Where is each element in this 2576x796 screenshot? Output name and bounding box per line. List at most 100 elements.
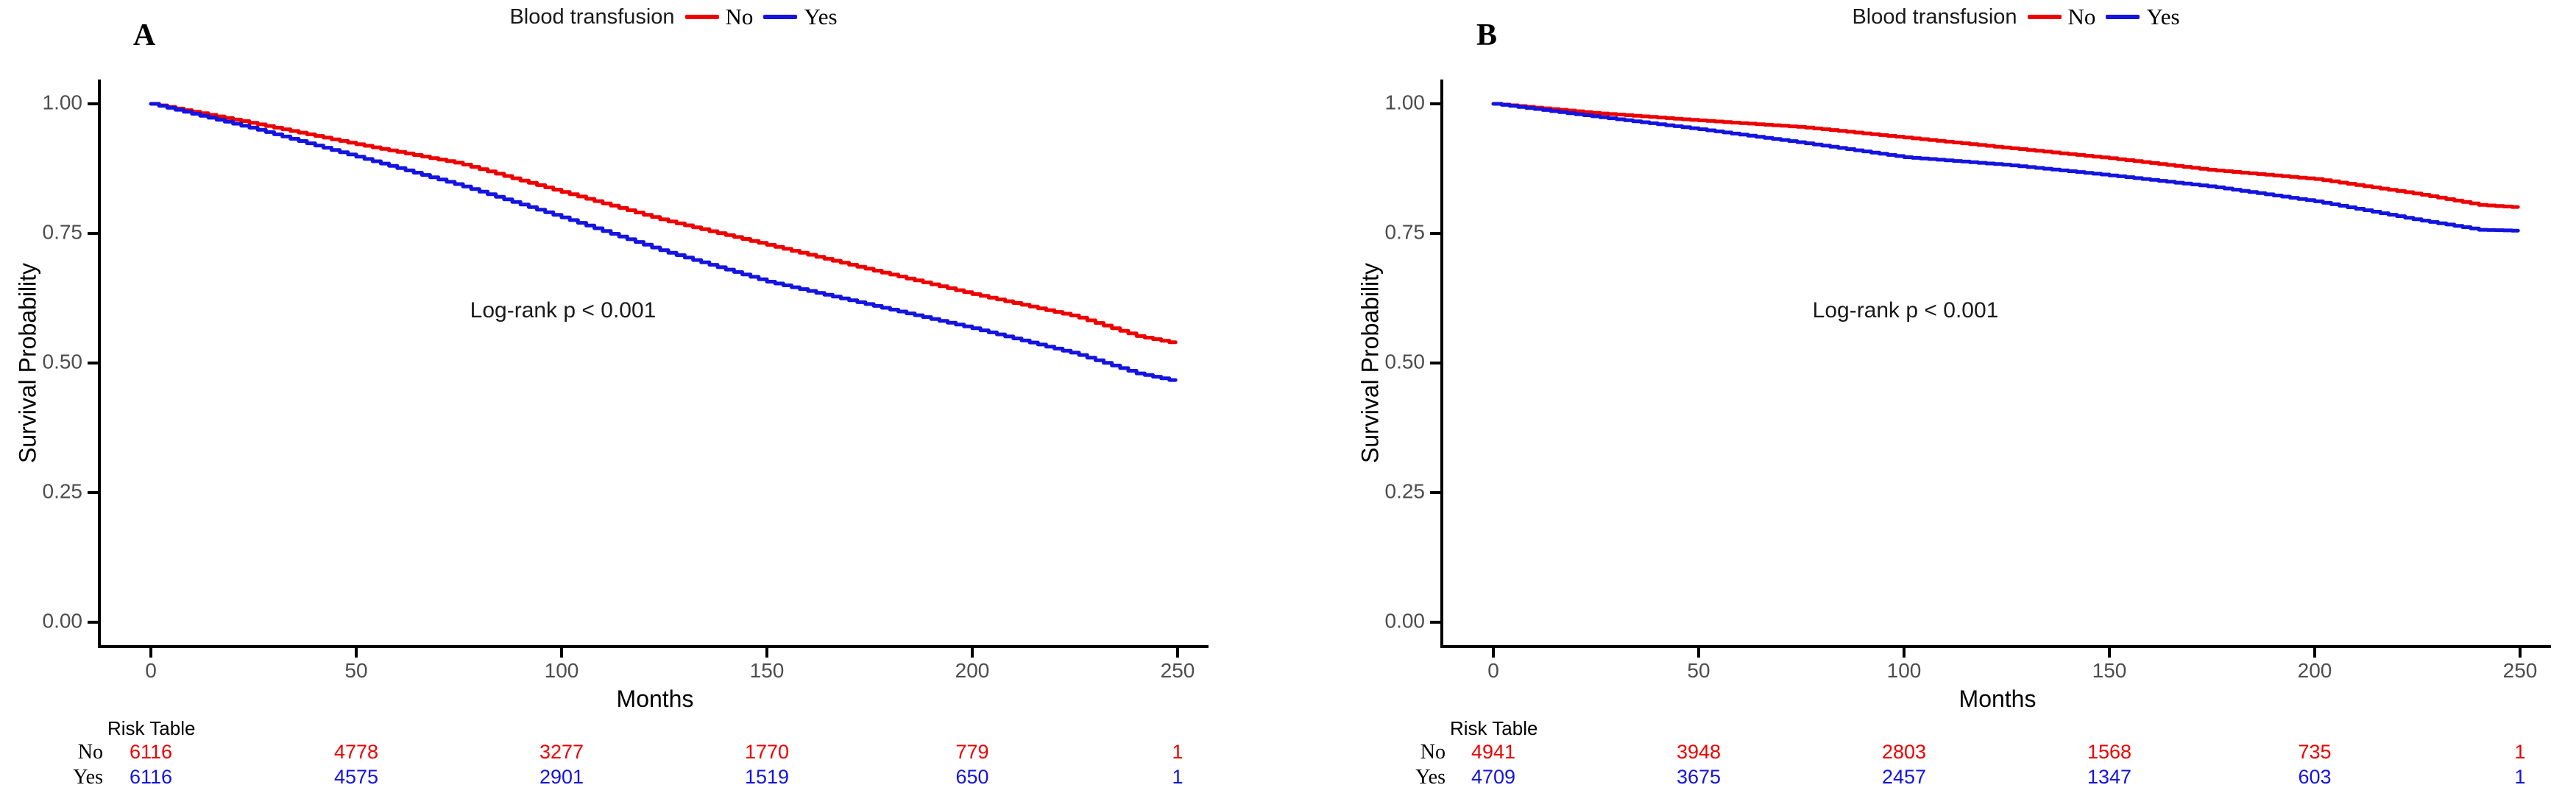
legend-item-yes: Yes bbox=[2106, 4, 2180, 30]
y-tick-label: 0.50 bbox=[42, 350, 83, 373]
y-tick-mark bbox=[1430, 232, 1441, 235]
x-tick-mark bbox=[765, 648, 768, 658]
x-tick-mark bbox=[1697, 648, 1700, 658]
risk-count: 1770 bbox=[744, 741, 790, 763]
legend-title: Blood transfusion bbox=[1852, 4, 2017, 29]
panel-letter: A bbox=[132, 18, 156, 52]
legend-label-no: No bbox=[2067, 4, 2096, 29]
x-axis-line bbox=[98, 645, 1209, 648]
y-tick-label: 0.00 bbox=[1384, 609, 1426, 633]
y-tick-mark bbox=[88, 362, 99, 364]
y-tick-label: 0.75 bbox=[42, 220, 83, 244]
x-tick-label: 200 bbox=[955, 659, 990, 682]
risk-table-title: Risk Table bbox=[1450, 717, 1538, 739]
risk-row-counts: 4941 3948 2803 1568 735 1 bbox=[1342, 741, 2576, 766]
x-tick-mark bbox=[149, 648, 152, 658]
y-tick-label: 0.50 bbox=[1384, 350, 1426, 373]
km-curve-yes bbox=[1491, 102, 2520, 233]
x-tick-label: 100 bbox=[1886, 659, 1922, 682]
risk-row-label: Yes bbox=[73, 766, 103, 789]
x-tick-mark bbox=[1903, 648, 1906, 658]
x-tick-label: 150 bbox=[2092, 659, 2127, 682]
risk-count: 2457 bbox=[1881, 766, 1927, 788]
risk-count: 4709 bbox=[1471, 766, 1516, 788]
x-tick-label: 50 bbox=[344, 659, 368, 682]
risk-row-label: No bbox=[1420, 741, 1446, 764]
x-tick-label: 50 bbox=[1687, 659, 1710, 682]
km-curve-no bbox=[1491, 102, 2520, 209]
panel-letter: B bbox=[1476, 18, 1497, 52]
risk-count: 1519 bbox=[744, 766, 790, 788]
panel-a: Blood transfusion No Yes A 1.00 0.75 0.50 0… bbox=[0, 4, 1251, 791]
km-curve-no bbox=[149, 102, 1178, 345]
y-tick-mark bbox=[1430, 621, 1441, 624]
risk-row-label: No bbox=[77, 741, 103, 764]
legend-key-no-line bbox=[684, 15, 719, 19]
legend: Blood transfusion No Yes bbox=[1446, 3, 2576, 31]
risk-count: 1 bbox=[1172, 766, 1183, 788]
risk-row-label: Yes bbox=[1415, 766, 1446, 789]
legend-item-no: No bbox=[684, 4, 753, 30]
y-tick-mark bbox=[88, 621, 99, 624]
risk-table-row-yes: Yes 4709 3675 2457 1347 603 1 bbox=[1342, 766, 2576, 791]
x-tick-label: 200 bbox=[2297, 659, 2332, 682]
legend-key-yes-line bbox=[2106, 15, 2140, 19]
y-tick-mark bbox=[88, 491, 99, 494]
x-tick-mark bbox=[1492, 648, 1495, 658]
risk-count: 735 bbox=[2298, 741, 2332, 763]
km-curves-plot bbox=[1491, 102, 2520, 233]
y-tick-label: 1.00 bbox=[1384, 91, 1426, 114]
y-tick-mark bbox=[1430, 491, 1441, 494]
x-axis-line bbox=[1440, 645, 2551, 648]
y-tick-mark bbox=[1430, 362, 1441, 364]
x-tick-label: 250 bbox=[2502, 659, 2538, 682]
x-tick-mark bbox=[355, 648, 358, 658]
risk-count: 1 bbox=[2514, 766, 2526, 788]
risk-count: 4778 bbox=[333, 741, 379, 763]
risk-table-title: Risk Table bbox=[107, 717, 196, 739]
risk-count: 3675 bbox=[1676, 766, 1722, 788]
risk-count: 650 bbox=[955, 766, 989, 788]
risk-count: 3948 bbox=[1676, 741, 1722, 763]
legend-key-no-line bbox=[2027, 15, 2062, 19]
x-tick-label: 0 bbox=[145, 659, 157, 682]
y-axis-line bbox=[98, 80, 101, 647]
x-tick-label: 0 bbox=[1487, 659, 1499, 682]
legend-key-yes-line bbox=[763, 15, 798, 19]
risk-count: 2803 bbox=[1881, 741, 1927, 763]
legend-item-no: No bbox=[2027, 4, 2096, 30]
risk-count: 1 bbox=[2514, 741, 2526, 763]
legend-label-yes: Yes bbox=[804, 4, 838, 29]
legend-item-yes: Yes bbox=[763, 4, 838, 30]
y-tick-label: 0.25 bbox=[42, 479, 83, 503]
risk-count: 1568 bbox=[2087, 741, 2132, 763]
legend-title: Blood transfusion bbox=[509, 4, 675, 29]
risk-table-row-no: No 4941 3948 2803 1568 735 1 bbox=[1342, 741, 2576, 766]
y-axis-line bbox=[1440, 80, 1443, 647]
logrank-annotation: Log-rank p < 0.001 bbox=[1812, 298, 1999, 323]
y-tick-label: 0.00 bbox=[42, 609, 83, 633]
panel-b: Blood transfusion No Yes B 1.00 0.75 0.50 0… bbox=[1342, 0, 2576, 796]
risk-count: 1347 bbox=[2087, 766, 2132, 788]
legend-label-yes: Yes bbox=[2146, 4, 2180, 29]
x-tick-mark bbox=[971, 648, 974, 658]
risk-count: 603 bbox=[2298, 766, 2332, 788]
y-tick-mark bbox=[88, 102, 99, 105]
logrank-annotation: Log-rank p < 0.001 bbox=[470, 298, 657, 323]
risk-row-counts: 4709 3675 2457 1347 603 1 bbox=[1342, 766, 2576, 791]
risk-count: 6116 bbox=[129, 766, 173, 788]
risk-count: 4575 bbox=[333, 766, 379, 788]
risk-count: 6116 bbox=[129, 741, 173, 763]
km-curve-yes bbox=[149, 102, 1178, 382]
y-tick-label: 0.25 bbox=[1384, 479, 1426, 503]
x-tick-mark bbox=[2108, 648, 2111, 658]
x-axis-title: Months bbox=[1958, 686, 2037, 712]
x-tick-mark bbox=[2313, 648, 2316, 658]
risk-row-counts: 6116 4778 3277 1770 779 1 bbox=[0, 741, 1251, 766]
risk-row-counts: 6116 4575 2901 1519 650 1 bbox=[0, 766, 1251, 791]
risk-table-row-no: No 6116 4778 3277 1770 779 1 bbox=[0, 741, 1251, 766]
risk-count: 2901 bbox=[539, 766, 584, 788]
risk-count: 779 bbox=[955, 741, 989, 763]
x-tick-mark bbox=[2519, 648, 2522, 658]
